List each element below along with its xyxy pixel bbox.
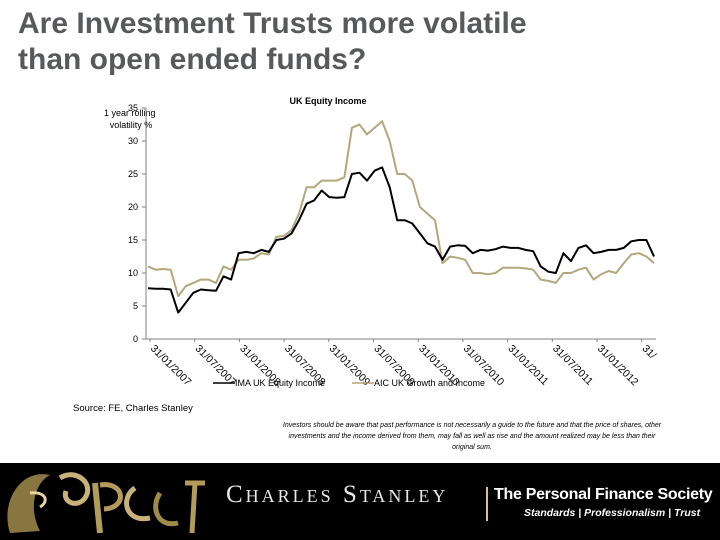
y-tick-label: 10: [128, 268, 138, 278]
expect-logo: [7, 472, 205, 534]
y-tick-label: 35: [128, 103, 138, 113]
chart-title: UK Equity Income: [289, 96, 366, 106]
slide-title-line-2: than open ended funds?: [18, 43, 367, 76]
x-tick-label: 31/07/2007: [193, 343, 239, 389]
y-tick-label: 15: [128, 235, 138, 245]
x-tick-label: 31/: [640, 343, 659, 362]
y-tick-label: 20: [128, 202, 138, 212]
volatility-chart: UK Equity Income 1 year rolling volatili…: [104, 96, 659, 389]
y-axis-label-line-2: volatility %: [110, 120, 153, 130]
legend-label: IMA UK Equity Income: [235, 378, 325, 388]
source-note: Source: FE, Charles Stanley: [73, 403, 193, 414]
chart-axes: 0 5 10 15 20 25 30 35: [128, 103, 656, 344]
disclaimer-text: Investors should be aware that past perf…: [282, 422, 662, 451]
y-tick-label: 30: [128, 136, 138, 146]
chart-legend: IMA UK Equity Income AIC UK Growth and In…: [213, 378, 485, 388]
series-line-ima-uk-equity-income: [147, 166, 655, 314]
y-tick-label: 0: [133, 334, 138, 344]
series-line-aic-uk-growth-and-income: [147, 120, 655, 298]
slide-title: Are Investment Trusts more volatile than…: [18, 6, 698, 78]
x-tick-label: 31/01/2012: [595, 343, 641, 389]
charles-stanley-logo: Charles Stanley: [226, 481, 449, 508]
y-tick-label: 5: [133, 301, 138, 311]
pfs-divider: [486, 487, 488, 521]
x-tick-label: 31/07/2011: [550, 343, 595, 388]
pfs-name: The Personal Finance Society: [494, 486, 713, 503]
pfs-tagline: Standards | Professionalism | Trust: [524, 507, 701, 519]
x-tick-label: 31/01/2007: [148, 343, 194, 389]
series-lines: [147, 120, 655, 314]
footer-banner: Charles Stanley The Personal Finance Soc…: [0, 463, 720, 540]
y-tick-label: 25: [128, 169, 138, 179]
y-axis-label: 1 year rolling volatility %: [104, 108, 158, 130]
x-tick-label: 31/01/2009: [327, 343, 373, 389]
legend-label: AIC UK Growth and Income: [374, 378, 485, 388]
y-axis-label-line-1: 1 year rolling: [104, 108, 156, 118]
x-tick-label: 31/01/2011: [505, 343, 550, 388]
slide-title-line-1: Are Investment Trusts more volatile: [18, 7, 527, 40]
